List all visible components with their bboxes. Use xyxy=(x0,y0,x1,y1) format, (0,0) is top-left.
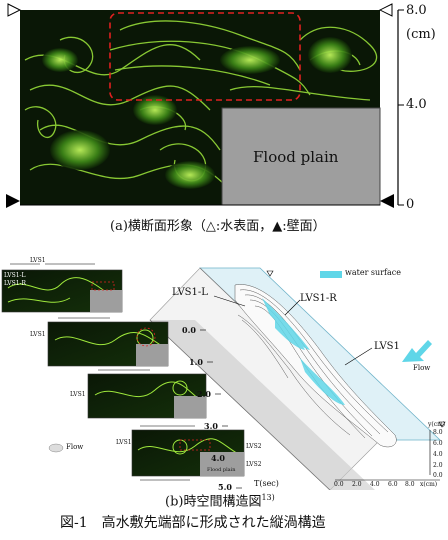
scale-zero-label: 0 xyxy=(406,197,415,212)
surface-marker-b1-icon xyxy=(266,270,274,277)
inset-4 xyxy=(131,429,245,477)
x-tick-1: 2.0 xyxy=(352,481,362,488)
lvs1-label: LVS1 xyxy=(374,341,400,352)
inset4-label-b: LVS2 xyxy=(246,443,262,450)
wall-marker-left-icon xyxy=(6,194,20,208)
x-tick-2: 4.0 xyxy=(370,481,380,488)
flow-arrow-icon xyxy=(402,340,432,362)
t-tick-2: 2.0 xyxy=(197,389,211,399)
caption-b-text: (b)時空間構造図 xyxy=(165,494,262,510)
y-tick-1: 6.0 xyxy=(433,440,443,447)
x-tick-0: 0.0 xyxy=(334,481,344,488)
scale-top-label: 8.0 xyxy=(406,3,427,18)
inset-1 xyxy=(1,269,123,313)
t-tick-3: 3.0 xyxy=(204,421,218,431)
flood-plain-label: Flood plain xyxy=(253,148,339,166)
y-tick-0: 8.0 xyxy=(433,429,443,436)
t-axis xyxy=(200,329,242,489)
inset-3 xyxy=(87,373,207,419)
t-tick-4: 4.0 xyxy=(211,453,225,463)
flood-plain-step xyxy=(150,320,375,490)
surface-marker-left-icon xyxy=(7,3,22,17)
inset1-label-c: LVS1 xyxy=(30,257,46,264)
figure-a: Flood plain 8.0 (cm) 4.0 0 xyxy=(0,0,448,215)
flow-label: Flow xyxy=(413,364,431,372)
t-tick-5: 5.0 xyxy=(218,482,232,492)
legend-water-surface-swatch xyxy=(320,271,342,278)
legend-water-surface-label: water surface xyxy=(345,268,401,277)
lvs1-r-label: LVS1-R xyxy=(300,293,337,304)
inset2-label-a: LVS1 xyxy=(30,331,46,338)
y-axis-label: y(cm) xyxy=(428,421,446,428)
y-tick-4: 0.0 xyxy=(433,472,443,479)
flow-small-icon xyxy=(48,443,64,453)
flood-plain-block xyxy=(221,107,381,206)
x-axis-label: x(cm) xyxy=(420,481,438,488)
x-tick-4: 8.0 xyxy=(405,481,415,488)
flow-bright-spots xyxy=(42,37,352,189)
water-surface-regions xyxy=(262,298,345,405)
surface-marker-right-icon xyxy=(378,3,393,17)
flow-small-label: Flow xyxy=(66,443,84,451)
figure-caption: 図-1 高水敷先端部に形成された縦渦構造 xyxy=(60,515,326,531)
vortex-region-highlight xyxy=(109,12,301,101)
lvs1-l-label: LVS1-L xyxy=(172,287,208,298)
inset1-label-a: LVS1-L xyxy=(4,272,26,279)
inset3-label-a: LVS1 xyxy=(70,391,86,398)
x-tick-3: 6.0 xyxy=(388,481,398,488)
inset-2 xyxy=(47,321,169,367)
caption-b-ref: 13) xyxy=(261,493,275,502)
figure-b: water surface LVS1-L LVS1-R LVS1 Flow T(… xyxy=(0,240,448,492)
figure-a-graphic xyxy=(6,3,404,208)
wall-marker-right-icon xyxy=(380,194,394,208)
inset4-label-d: LVS2 xyxy=(246,461,262,468)
scale-mid-label: 4.0 xyxy=(406,97,427,112)
t-tick-0: 0.0 xyxy=(182,325,196,335)
inset1-label-b: LVS1-R xyxy=(4,280,27,287)
surface-marker-b2-icon xyxy=(438,421,446,428)
figure-b-graphic xyxy=(1,263,446,491)
y-tick-3: 2.0 xyxy=(433,462,443,469)
y-tick-2: 4.0 xyxy=(433,451,443,458)
caption-b: (b)時空間構造図13) xyxy=(165,493,275,510)
inset4-label-a: LVS1 xyxy=(116,439,132,446)
t-axis-label: T(sec) xyxy=(254,479,279,488)
inset4-label-c: Flood plain xyxy=(207,467,236,473)
scale-unit-label: (cm) xyxy=(406,27,436,42)
caption-a: (a)横断面形象（△:水表面，▲:壁面） xyxy=(110,219,326,234)
t-tick-1: 1.0 xyxy=(189,357,203,367)
